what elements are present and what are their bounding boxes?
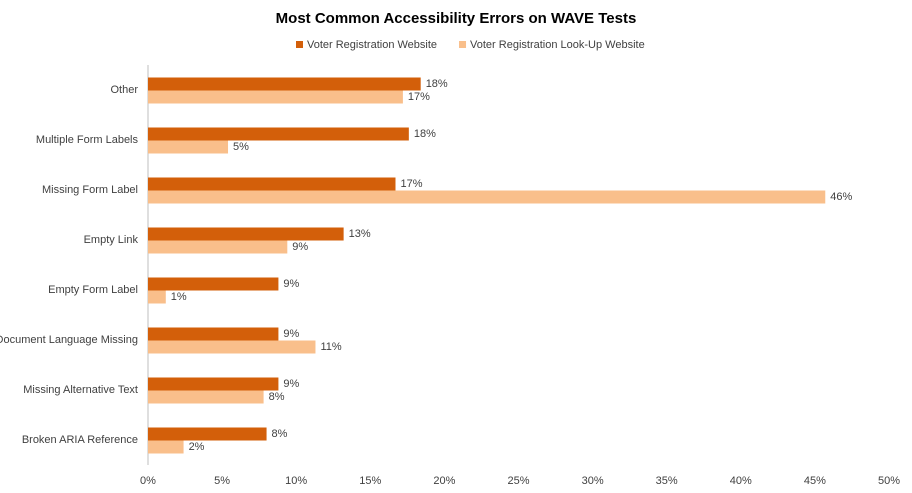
value-label: 9%	[283, 378, 299, 390]
x-tick-label: 10%	[285, 475, 307, 487]
bar	[148, 90, 403, 104]
legend-label: Voter Registration Website	[307, 39, 437, 51]
y-tick-label: Empty Link	[84, 234, 139, 246]
legend-swatch	[296, 41, 303, 48]
y-tick-label: Missing Alternative Text	[23, 384, 138, 396]
legend-label: Voter Registration Look-Up Website	[470, 39, 645, 51]
y-tick-label: Empty Form Label	[48, 284, 138, 296]
bar	[148, 290, 166, 304]
x-tick-label: 0%	[140, 475, 156, 487]
x-tick-label: 20%	[433, 475, 455, 487]
value-label: 17%	[408, 91, 430, 103]
x-tick-label: 35%	[656, 475, 678, 487]
value-label: 46%	[830, 191, 852, 203]
bar	[148, 440, 184, 454]
x-tick-label: 50%	[878, 475, 900, 487]
x-tick-label: 5%	[214, 475, 230, 487]
x-tick-label: 15%	[359, 475, 381, 487]
value-label: 8%	[272, 428, 288, 440]
bar	[148, 227, 344, 241]
bar	[148, 340, 316, 354]
value-label: 11%	[320, 341, 341, 353]
value-label: 17%	[400, 178, 422, 190]
bar	[148, 377, 279, 391]
bar	[148, 427, 267, 441]
bar	[148, 390, 264, 404]
y-tick-label: Broken ARIA Reference	[22, 434, 138, 446]
legend-swatch	[459, 41, 467, 48]
x-tick-label: 40%	[730, 475, 752, 487]
y-tick-label: Multiple Form Labels	[36, 134, 139, 146]
y-tick-label: Other	[110, 84, 138, 96]
bar	[148, 140, 229, 154]
value-label: 1%	[171, 291, 187, 303]
value-label: 2%	[189, 441, 205, 453]
value-label: 9%	[283, 328, 299, 340]
bar	[148, 190, 826, 204]
bar	[148, 277, 279, 291]
bar	[148, 77, 421, 91]
chart-title: Most Common Accessibility Errors on WAVE…	[276, 10, 637, 27]
bar	[148, 127, 409, 141]
value-label: 9%	[283, 278, 299, 290]
x-tick-label: 45%	[804, 475, 826, 487]
x-tick-label: 25%	[507, 475, 529, 487]
y-tick-label: Document Language Missing	[0, 334, 138, 346]
bar	[148, 177, 396, 191]
x-tick-label: 30%	[582, 475, 604, 487]
bar	[148, 240, 288, 254]
value-label: 13%	[349, 228, 371, 240]
y-tick-label: Missing Form Label	[42, 184, 138, 196]
value-label: 9%	[292, 241, 308, 253]
value-label: 18%	[414, 128, 436, 140]
value-label: 18%	[426, 78, 448, 90]
value-label: 8%	[269, 391, 285, 403]
value-label: 5%	[233, 141, 249, 153]
bar	[148, 327, 279, 341]
